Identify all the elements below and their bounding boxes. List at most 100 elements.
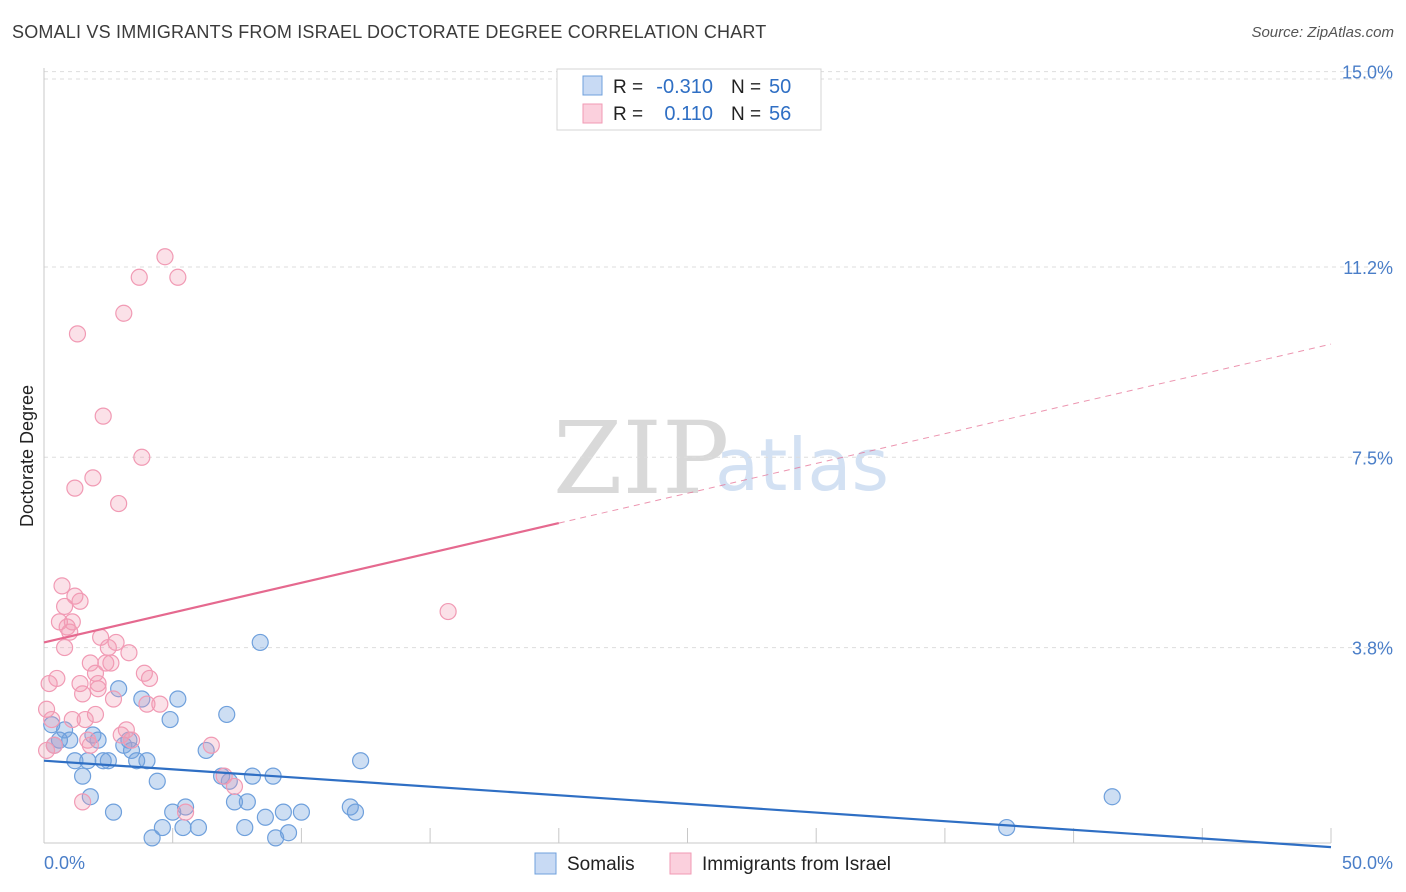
somali-point	[104, 803, 123, 821]
israel-point	[120, 644, 138, 662]
legend-r-value-somalis: -0.310	[656, 76, 713, 98]
israel-point	[156, 248, 174, 266]
legend-n-label-somalis: N =	[731, 77, 761, 98]
legend-r-label-israel: R =	[613, 104, 643, 125]
x-tick-label-min: 0.0%	[44, 853, 85, 873]
bottom-legend-swatch-somalis	[534, 852, 557, 875]
y-tick-labels: 3.8% 7.5% 11.2% 15.0%	[1342, 63, 1393, 659]
israel-point	[135, 664, 153, 682]
israel-point	[122, 731, 141, 749]
israel-points	[37, 248, 457, 821]
axes	[43, 68, 1332, 844]
israel-point	[151, 695, 169, 713]
somali-point	[153, 818, 172, 837]
israel-point	[115, 304, 133, 322]
legend-n-value-israel: 56	[769, 103, 791, 125]
israel-point	[53, 577, 71, 595]
legend-n-value-somalis: 50	[769, 76, 791, 98]
bottom-legend-swatch-israel	[669, 852, 692, 875]
chart-title: SOMALI VS IMMIGRANTS FROM ISRAEL DOCTORA…	[12, 22, 767, 42]
israel-point	[102, 654, 120, 672]
legend-r-label-somalis: R =	[613, 77, 643, 98]
israel-point	[55, 638, 74, 657]
israel-point	[63, 613, 81, 631]
somali-point	[197, 741, 215, 760]
y-tick-label: 11.2%	[1343, 258, 1393, 278]
israel-point	[86, 705, 105, 724]
israel-point	[107, 633, 125, 652]
legend-swatch-somalis	[582, 75, 603, 96]
somali-point	[110, 680, 128, 698]
somali-point	[341, 798, 359, 816]
israel-point	[133, 448, 151, 466]
israel-point	[66, 587, 84, 605]
somali-point	[352, 752, 370, 770]
israel-point	[104, 690, 123, 708]
trend-line-israel-dashed	[558, 343, 1332, 524]
somali-point	[79, 752, 97, 770]
somali-point	[251, 633, 269, 652]
trend-line-israel-solid	[43, 522, 560, 644]
israel-point	[202, 736, 220, 754]
israel-point	[112, 726, 130, 744]
israel-point	[117, 721, 135, 739]
bottom-legend: Somalis Immigrants from Israel	[534, 852, 891, 875]
somali-point	[84, 726, 102, 744]
somali-point	[274, 803, 292, 821]
grid	[44, 71, 1393, 649]
somali-point	[161, 710, 179, 729]
somali-point	[174, 818, 192, 837]
israel-point	[138, 695, 156, 713]
legend: R = -0.310 N = 50 R = 0.110 N = 56	[556, 68, 822, 131]
somali-point	[279, 824, 298, 842]
somali-point	[292, 803, 310, 821]
somali-point	[61, 731, 79, 749]
somali-point	[164, 803, 182, 821]
israel-point	[89, 680, 107, 698]
israel-point	[89, 674, 107, 693]
israel-point	[81, 736, 99, 754]
israel-point	[63, 710, 81, 729]
somali-point	[238, 793, 256, 811]
israel-point	[439, 602, 457, 621]
somali-point	[66, 752, 84, 770]
somali-points	[43, 633, 1121, 847]
israel-point	[110, 494, 128, 513]
bottom-legend-label-israel: Immigrants from Israel	[702, 854, 891, 875]
israel-point	[71, 592, 89, 610]
israel-point	[37, 700, 56, 718]
somali-point	[143, 829, 161, 847]
somali-point	[346, 803, 365, 821]
legend-n-label-israel: N =	[731, 104, 761, 125]
israel-point	[130, 268, 148, 286]
source-label: Source: ZipAtlas.com	[1251, 24, 1394, 41]
israel-point	[43, 710, 61, 729]
x-tick-label-max: 50.0%	[1342, 853, 1393, 873]
somali-point	[148, 772, 166, 790]
trend-line-somalis	[43, 759, 1332, 849]
israel-point	[66, 479, 84, 497]
somali-point	[1103, 788, 1121, 806]
somali-point	[133, 690, 151, 708]
y-axis-title: Doctorate Degree	[17, 385, 37, 527]
bottom-legend-label-somalis: Somalis	[567, 854, 635, 875]
legend-r-value-israel: 0.110	[664, 103, 713, 125]
legend-swatch-israel	[582, 103, 603, 124]
israel-point	[76, 710, 94, 729]
israel-point	[140, 669, 159, 688]
somali-point	[218, 705, 236, 724]
somali-point	[189, 818, 208, 837]
watermark-zip: ZIP	[553, 400, 729, 517]
israel-point	[74, 793, 92, 811]
watermark-atlas: atlas	[715, 423, 889, 507]
israel-point	[94, 407, 112, 425]
somali-point	[267, 829, 285, 847]
israel-point	[71, 674, 89, 693]
somali-point	[256, 808, 274, 826]
x-tick-labels: 0.0% 50.0%	[44, 853, 1393, 873]
israel-point	[55, 597, 74, 616]
somali-point	[998, 818, 1016, 837]
somali-point	[43, 716, 61, 734]
y-tick-label: 7.5%	[1352, 448, 1393, 468]
